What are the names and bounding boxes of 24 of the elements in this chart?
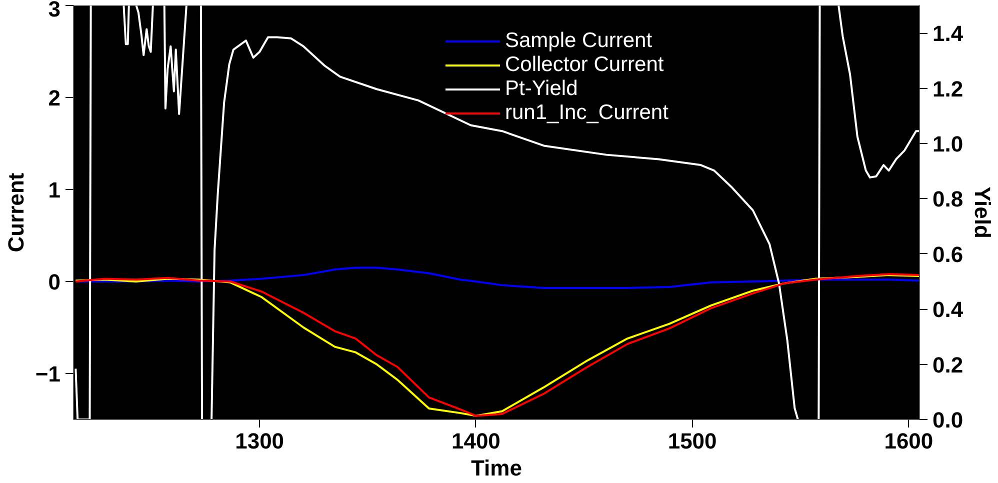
y2-tick-label: 1.4 [932,21,964,46]
x-axis-title: Time [471,456,522,480]
y2-tick-label: 0.4 [932,297,964,322]
x-tick-label: 1400 [451,428,500,454]
y2-tick-label: 0.6 [932,242,964,267]
y2-axis-title: Yield [970,186,996,238]
y-tick-label: 2 [48,86,61,110]
y-tick-label: 3 [48,0,61,22]
legend-label: Pt-Yield [505,77,578,101]
x-tick-label: 1600 [884,428,934,454]
y-axis-title: Current [3,172,28,252]
x-tick-label: 1500 [668,428,717,454]
y-tick-label: 1 [48,178,61,202]
y2-tick-label: 1.0 [932,132,964,156]
legend-label: Collector Current [505,53,664,77]
y-tick-label: −1 [35,362,61,386]
y-tick-label: 0 [48,270,61,294]
y2-tick-label: 0.0 [932,408,964,432]
y2-tick-label: 0.8 [932,186,964,212]
x-tick-label: 1300 [235,428,284,454]
legend-label: run1_Inc_Current [505,101,668,125]
legend-label: Sample Current [505,29,652,53]
y2-tick-label: 0.2 [932,352,964,378]
y2-tick-label: 1.2 [932,76,964,102]
